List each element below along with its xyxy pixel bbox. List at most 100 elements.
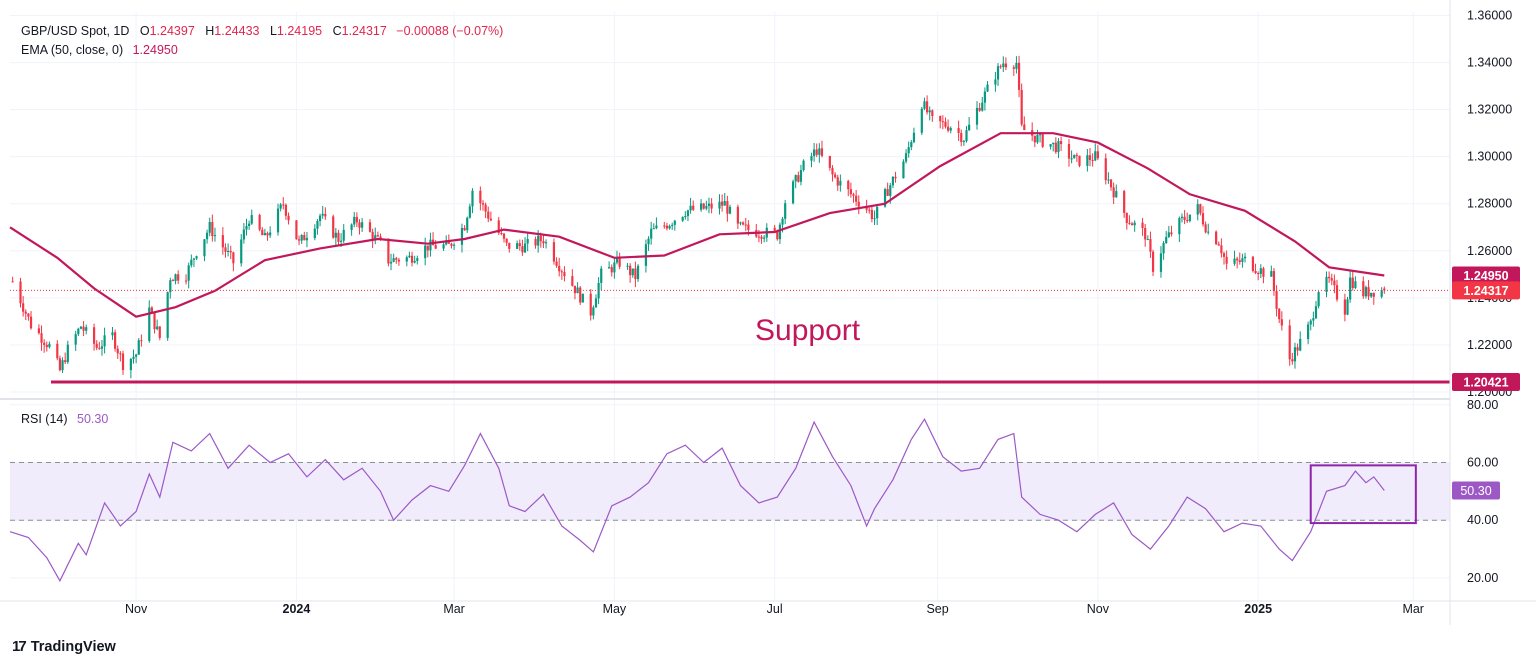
candle [668, 224, 671, 230]
candle-body [424, 245, 427, 259]
candle-body [371, 231, 374, 241]
candle [1299, 331, 1302, 352]
brand-footer[interactable]: 17 TradingView [12, 638, 116, 655]
candle [1109, 178, 1113, 191]
candle-body [663, 225, 666, 227]
candle-body [245, 226, 248, 230]
candle-body [986, 84, 989, 92]
rsi-legend[interactable]: RSI (14) 50.30 [21, 412, 108, 426]
candle-body [242, 229, 245, 240]
candle-body [815, 149, 818, 155]
candle-body [229, 250, 232, 253]
candle [820, 140, 824, 158]
rsi-axis[interactable]: 20.00 40.00 60.00 80.00 [1467, 398, 1498, 585]
candle-body [287, 215, 290, 221]
candle [148, 300, 151, 343]
candle-body [1272, 271, 1276, 292]
candle-body [1133, 222, 1136, 226]
candlestick-series [11, 55, 1386, 379]
ema-legend[interactable]: EMA (50, close, 0) 1.24950 [21, 43, 178, 57]
candle [873, 210, 876, 225]
candle [408, 251, 411, 259]
candle [426, 245, 429, 258]
candle [834, 172, 837, 179]
candle-body [1367, 287, 1370, 297]
candle-body [300, 235, 303, 241]
candle-body [376, 235, 379, 237]
candle [100, 339, 104, 356]
candle [77, 327, 80, 336]
candle [114, 329, 117, 352]
candle-body [227, 250, 230, 252]
candle-body [442, 244, 445, 249]
candle [1094, 143, 1097, 162]
candle [1133, 220, 1136, 232]
candle [629, 263, 632, 283]
candle [103, 327, 106, 354]
candle-body [563, 272, 566, 277]
time-tick-label: Mar [1402, 602, 1424, 616]
candle-body [481, 203, 485, 205]
candle-body [1257, 273, 1260, 275]
candle-body [665, 225, 669, 229]
candle-body [240, 239, 243, 264]
candle-body [416, 258, 419, 261]
candle [497, 216, 500, 235]
candle [868, 207, 871, 214]
candle [1104, 153, 1107, 185]
candle [857, 195, 860, 215]
candle-body [868, 209, 871, 211]
candle [692, 200, 695, 211]
candle-body [103, 335, 106, 347]
candle-body [1086, 155, 1089, 166]
candle-body [518, 243, 521, 247]
candle-body [1335, 285, 1339, 300]
price-axis[interactable]: 1.200001.220001.240001.260001.280001.300… [1467, 9, 1512, 399]
candle [721, 194, 724, 212]
candle-body [395, 258, 398, 260]
candle [484, 202, 487, 219]
candle [797, 171, 800, 183]
candle [613, 257, 616, 279]
candle [192, 257, 196, 267]
time-axis[interactable]: Nov 2024 Mar May Jul Sep Nov 2025 Mar [125, 602, 1424, 616]
candle-body [1073, 154, 1076, 159]
candle [1020, 83, 1023, 127]
candle [941, 115, 944, 130]
symbol-title[interactable]: GBP/USD Spot, 1D [21, 24, 130, 38]
candle-body [1096, 151, 1099, 159]
candle [416, 255, 419, 265]
candle [636, 264, 640, 282]
candle [66, 340, 69, 365]
candle [634, 261, 637, 288]
candle-body [392, 258, 395, 262]
candle [1159, 246, 1163, 278]
candle-body [739, 222, 742, 224]
candle [79, 325, 83, 330]
candle-body [1036, 135, 1039, 143]
candle [576, 282, 579, 294]
candle-body [1351, 277, 1354, 289]
candle-body [119, 353, 122, 355]
candle [949, 126, 952, 134]
candle [710, 198, 713, 214]
candle [523, 237, 527, 254]
candle-body [100, 346, 104, 349]
candle-body [581, 293, 584, 303]
candle [655, 217, 658, 230]
candle [1144, 223, 1147, 247]
candle-body [865, 206, 868, 210]
candle-body [1112, 187, 1115, 198]
candle [61, 357, 64, 374]
candle-body [1004, 63, 1008, 68]
candle-body [736, 206, 739, 224]
candle [240, 234, 243, 267]
candle-body [1033, 135, 1036, 143]
candle-body [1380, 290, 1383, 297]
candle [1128, 215, 1131, 225]
candle-body [1149, 239, 1152, 252]
candle-body [129, 358, 132, 371]
candle [282, 197, 285, 210]
